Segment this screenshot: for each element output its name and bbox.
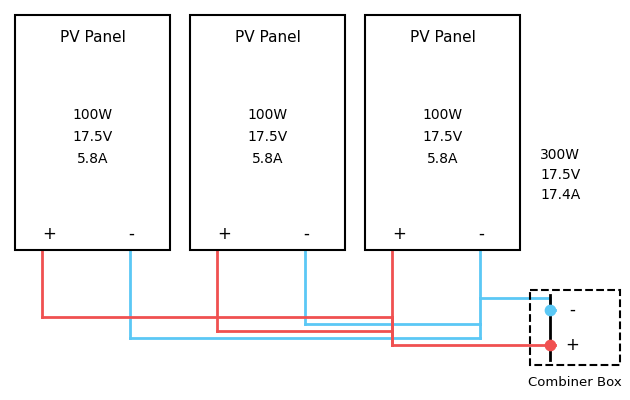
Bar (530, 290, 620, 365)
Text: 17.5V: 17.5V (248, 130, 288, 144)
Text: 17.4A: 17.4A (540, 188, 580, 202)
Text: -: - (129, 225, 134, 243)
Bar (190, 15, 345, 250)
Text: +: + (392, 225, 406, 243)
Bar (365, 15, 520, 250)
Text: PV Panel: PV Panel (60, 30, 125, 44)
Text: PV Panel: PV Panel (410, 30, 476, 44)
Text: -: - (478, 225, 484, 243)
Text: 17.5V: 17.5V (422, 130, 462, 144)
Text: 5.8A: 5.8A (427, 152, 458, 166)
Text: 5.8A: 5.8A (77, 152, 108, 166)
Point (545, 342, 555, 348)
Text: -: - (303, 225, 309, 243)
Text: 100W: 100W (72, 108, 113, 122)
Text: +: + (217, 225, 231, 243)
Text: 17.5V: 17.5V (72, 130, 113, 144)
Text: 300W: 300W (540, 148, 580, 162)
Text: 5.8A: 5.8A (252, 152, 284, 166)
Point (545, 307, 555, 313)
Text: 100W: 100W (423, 108, 462, 122)
Text: -: - (569, 301, 575, 319)
Text: 17.5V: 17.5V (540, 168, 580, 182)
Text: Combiner Box: Combiner Box (528, 376, 622, 390)
Text: +: + (565, 336, 579, 354)
Text: 100W: 100W (248, 108, 287, 122)
Text: +: + (42, 225, 56, 243)
Bar (15, 15, 170, 250)
Text: PV Panel: PV Panel (234, 30, 301, 44)
